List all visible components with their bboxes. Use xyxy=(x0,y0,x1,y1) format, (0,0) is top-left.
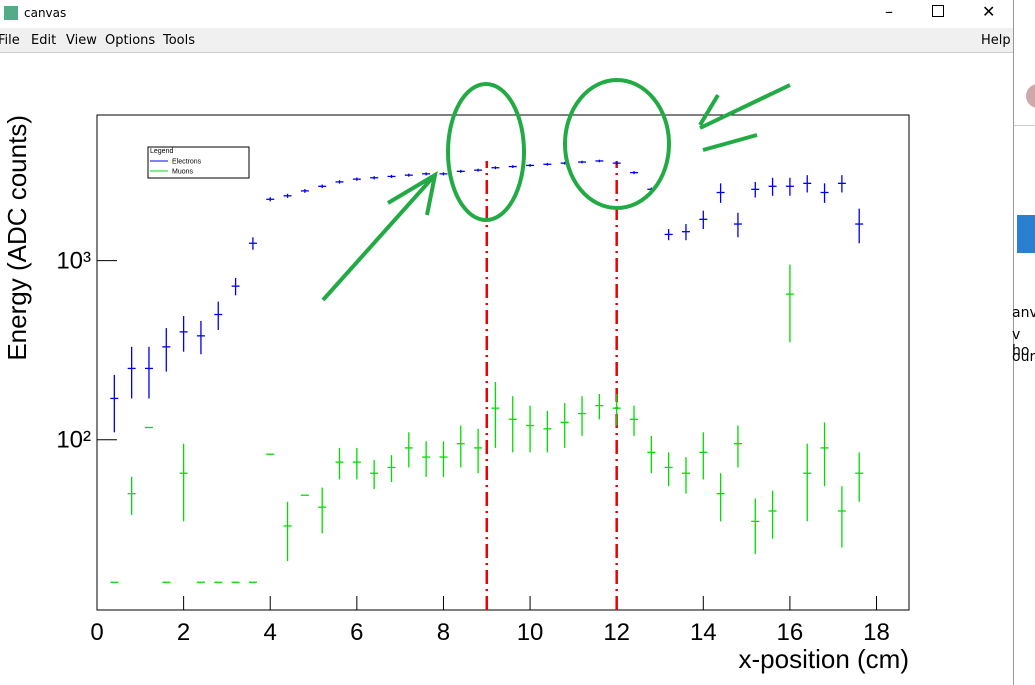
x-tick-label: 18 xyxy=(863,619,890,646)
x-tick-label: 4 xyxy=(264,619,277,646)
menu-item[interactable]: Edit xyxy=(31,33,57,48)
button[interactable] xyxy=(1017,215,1035,253)
x-tick-label: 14 xyxy=(690,619,717,646)
legend-label: Muons xyxy=(172,169,194,176)
x-tick-label: 6 xyxy=(350,619,363,646)
close-button[interactable]: ✕ xyxy=(982,2,996,21)
window: canvas – ✕ File Edit View Options Tools … xyxy=(0,0,1014,685)
menu-item[interactable]: Options xyxy=(105,33,156,48)
annotation-ellipse xyxy=(563,78,671,210)
x-tick-label: 16 xyxy=(777,619,804,646)
chart: 0 2 4 6 8 10 12 14 16 18 10² 10³ x-position (cm) Ener… xyxy=(2,78,910,674)
x-tick-label: 2 xyxy=(177,619,190,646)
background-window: anv v ho our xyxy=(1012,0,1035,685)
annotation-ellipse xyxy=(446,82,526,222)
menu-bar: File Edit View Options Tools Help xyxy=(0,28,1013,53)
avatar xyxy=(1026,84,1035,108)
menu-item[interactable]: View xyxy=(66,33,97,48)
bg-text: our xyxy=(1012,349,1035,365)
x-tick-label: 12 xyxy=(603,619,630,646)
x-tick-label: 10 xyxy=(517,619,544,646)
app-icon xyxy=(4,6,18,20)
annotation-arrow xyxy=(698,83,791,152)
menu-item[interactable]: File xyxy=(0,33,20,48)
y-tick-label: 10² xyxy=(56,427,91,454)
minimize-button[interactable]: – xyxy=(885,2,893,21)
bg-text: v ho xyxy=(1012,327,1030,359)
annotations xyxy=(321,78,791,302)
legend-label: Electrons xyxy=(172,159,202,166)
divider xyxy=(1014,125,1035,126)
bg-text: anv xyxy=(1012,305,1035,321)
menu-item[interactable]: Tools xyxy=(163,33,196,48)
annotation-arrow xyxy=(321,170,438,302)
x-tick-label: 8 xyxy=(437,619,450,646)
plot-frame xyxy=(96,114,910,611)
menu-item[interactable]: Help xyxy=(981,33,1011,48)
maximize-button[interactable] xyxy=(932,5,944,17)
y-axis-label: Energy (ADC counts) xyxy=(2,115,32,361)
x-tick-label: 0 xyxy=(90,619,103,646)
x-axis-label: x-position (cm) xyxy=(739,644,909,674)
title-bar: canvas – ✕ xyxy=(0,0,1013,26)
legend-title: Legend xyxy=(150,148,173,155)
legend-box xyxy=(147,146,250,179)
window-title: canvas xyxy=(24,6,67,20)
y-tick-label: 10³ xyxy=(56,248,91,275)
